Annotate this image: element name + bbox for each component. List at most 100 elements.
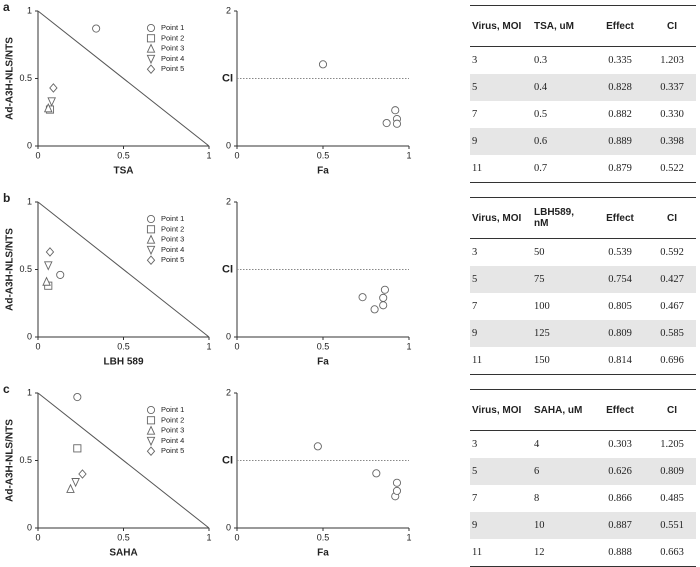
cell: 3 [472, 247, 478, 258]
point [372, 469, 381, 478]
panel-label: b [3, 191, 10, 205]
x-tick-label: 1 [406, 341, 411, 351]
y-tick-label: 0 [27, 331, 32, 341]
x-tick-label: 1 [406, 532, 411, 542]
legend-marker [146, 255, 156, 265]
x-tick-label: 0.5 [117, 341, 130, 351]
header-cell: Virus, MOI [470, 197, 532, 239]
legend-marker [146, 43, 156, 53]
cell: 0.592 [660, 247, 684, 258]
legend-label: Point 4 [161, 245, 184, 254]
cell: 0.398 [648, 128, 696, 155]
cell: 4 [534, 439, 540, 450]
cell: 0.539 [608, 247, 632, 258]
cell: 8 [534, 493, 540, 504]
cell: 0.337 [648, 74, 696, 101]
point [49, 83, 58, 93]
cell: 0.696 [648, 347, 696, 375]
cell: 0.585 [648, 320, 696, 347]
legend-marker [146, 23, 156, 33]
cell: 11 [470, 155, 532, 183]
y-tick-label: 0 [226, 522, 231, 532]
panel-label: a [3, 0, 10, 14]
cell: 0.805 [608, 301, 632, 312]
legend-label: Point 3 [161, 44, 184, 53]
legend-label: Point 1 [161, 214, 184, 223]
point [379, 293, 388, 302]
cell: 50 [534, 247, 545, 258]
x-tick-label: 1 [206, 150, 211, 160]
x-axis-label: TSA [114, 166, 134, 177]
header-cell: Effect [592, 5, 648, 47]
cell: 7 [472, 301, 478, 312]
point [43, 103, 53, 113]
point [358, 293, 367, 302]
cell: 0.663 [648, 539, 696, 567]
x-tick-label: 1 [206, 532, 211, 542]
x-tick-label: 0 [234, 532, 239, 542]
point [47, 97, 56, 107]
legend-label: Point 2 [161, 33, 184, 42]
y-tick-label: 0.5 [19, 73, 32, 83]
legend-marker [146, 214, 156, 224]
cell: 0.866 [608, 493, 632, 504]
y-axis-label: Ad-A3H-NLS/NTS [5, 37, 16, 120]
point [379, 301, 388, 310]
point [92, 24, 101, 33]
y-tick-label: 2 [226, 196, 231, 206]
legend-label: Point 3 [161, 235, 184, 244]
cell: 5 [470, 458, 532, 485]
cell: 0.467 [660, 301, 684, 312]
point [370, 305, 379, 314]
point [43, 261, 53, 271]
x-tick-label: 0 [35, 341, 40, 351]
x-tick-label: 0.5 [117, 532, 130, 542]
table: Virus, MOI TSA, uM Effect CI 3 0.3 0.335 1.203 5… [470, 5, 696, 183]
y-tick-label: 0.5 [19, 264, 32, 274]
y-tick-label: 1 [27, 387, 32, 397]
table: Virus, MOI LBH589, nM Effect CI 3 50 0.539 0.59… [470, 197, 696, 375]
cell: 0.5 [534, 109, 548, 120]
x-axis-label: SAHA [109, 548, 137, 558]
cell: 125 [532, 320, 592, 347]
cell: 6 [532, 458, 592, 485]
y-tick-label: 0 [27, 522, 32, 532]
legend-marker [146, 225, 156, 234]
y-tick-label: 0 [226, 331, 231, 341]
point [392, 478, 402, 487]
cell: 0.335 [608, 55, 632, 66]
header-cell: CI [648, 5, 696, 47]
y-tick-label: 0 [27, 140, 32, 150]
y-axis-label: Ad-A3H-NLS/NTS [5, 228, 16, 311]
legend-label: Point 2 [161, 224, 184, 233]
legend-label: Point 5 [161, 446, 184, 455]
cell: 5 [470, 74, 532, 101]
point [382, 119, 391, 128]
cell: 0.879 [592, 155, 648, 183]
x-axis-label: Fa [317, 357, 329, 368]
header-cell: TSA, uM [532, 5, 592, 47]
cell: 7 [472, 109, 478, 120]
legend-label: Point 1 [161, 23, 184, 32]
x-tick-label: 0.5 [317, 341, 330, 351]
point [391, 106, 400, 115]
point [380, 285, 389, 294]
cell: 9 [470, 128, 532, 155]
cell: 11 [470, 539, 532, 567]
cell: 9 [470, 320, 532, 347]
legend-marker [146, 234, 156, 244]
cell: 11 [470, 347, 532, 375]
cell: 0.626 [592, 458, 648, 485]
legend-marker [146, 245, 156, 256]
cell: 0.522 [648, 155, 696, 183]
table: Virus, MOI SAHA, uM Effect CI 3 4 0.303 1.205 5 6… [470, 389, 696, 567]
y-axis-label: CI [222, 72, 233, 84]
y-tick-label: 1 [27, 5, 32, 15]
x-axis-label: Fa [317, 548, 329, 558]
cell: 0.6 [532, 128, 592, 155]
legend-label: Point 2 [161, 415, 184, 424]
cell: 1.205 [660, 439, 684, 450]
cell: 0.7 [532, 155, 592, 183]
point [56, 270, 65, 279]
